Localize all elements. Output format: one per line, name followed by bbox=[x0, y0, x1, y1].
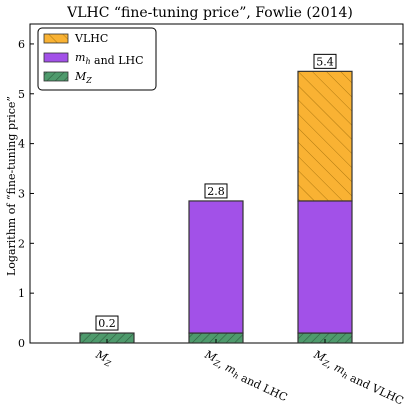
chart-title: VLHC “fine-tuning price”, Fowlie (2014) bbox=[66, 5, 353, 21]
x-axis-tick-labels: MZ MZ, mh and LHC MZ, mh and VLHC bbox=[92, 339, 407, 407]
bar-total-box bbox=[204, 183, 228, 199]
bar-total-labels: 0.2 2.8 5.4 bbox=[95, 53, 337, 331]
y-tick-label: 0 bbox=[18, 337, 25, 350]
bar-total-text: 2.8 bbox=[207, 185, 225, 198]
x-tick-label: MZ bbox=[92, 348, 115, 369]
bar-segment bbox=[297, 70, 353, 202]
x-tick-label: MZ, mh and LHC bbox=[199, 348, 292, 405]
bar-total-label: 0.2 bbox=[95, 315, 119, 331]
bar-total-box bbox=[95, 315, 119, 331]
y-tick-label: 1 bbox=[18, 287, 25, 300]
x-tick-label: MZ, mh and VLHC bbox=[308, 348, 407, 407]
y-tick-label: 4 bbox=[18, 138, 25, 151]
y-tick-label: 5 bbox=[18, 88, 25, 101]
legend: VLHC mh and LHC MZ bbox=[37, 27, 157, 91]
legend-label-mh-lhc: mh and LHC bbox=[75, 51, 144, 67]
bar-total-label: 2.8 bbox=[204, 183, 228, 199]
y-axis: 0 1 2 3 4 5 6 bbox=[18, 38, 403, 350]
bar-segment bbox=[188, 200, 244, 334]
y-tick-label: 2 bbox=[18, 237, 25, 250]
bar-total-label: 5.4 bbox=[313, 53, 337, 69]
y-axis-label: Logarithm of “fine-tuning price” bbox=[5, 96, 18, 276]
legend-label-vlhc: VLHC bbox=[74, 32, 108, 45]
bar-total-box bbox=[313, 53, 337, 69]
bar-total-text: 5.4 bbox=[316, 55, 334, 68]
legend-swatch-mh-lhc bbox=[43, 52, 69, 63]
legend-label-mz: MZ bbox=[74, 70, 92, 85]
bars bbox=[79, 70, 353, 344]
bar-segment bbox=[297, 200, 353, 334]
bar-total-text: 0.2 bbox=[98, 317, 116, 330]
legend-swatch-mz bbox=[43, 71, 69, 82]
y-tick-label: 3 bbox=[18, 187, 25, 200]
y-tick-label: 6 bbox=[18, 38, 25, 51]
legend-swatch-vlhc bbox=[43, 33, 69, 44]
